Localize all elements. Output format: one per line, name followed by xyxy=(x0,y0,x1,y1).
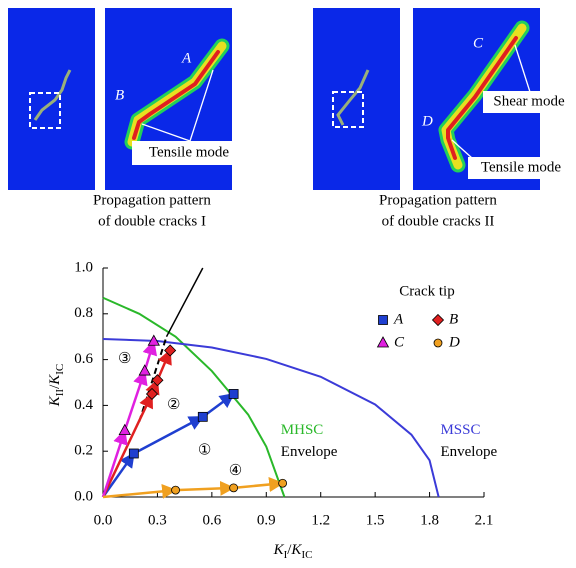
callout-box xyxy=(132,141,247,165)
caption: of double cracks II xyxy=(382,213,495,229)
envelope xyxy=(102,296,286,498)
y-tick-label: 1.0 xyxy=(74,259,93,275)
callout: Shear mode xyxy=(493,93,565,109)
panel xyxy=(8,8,95,190)
path-line xyxy=(165,267,204,338)
crack-images: Tensile mode A B Shear mode Tensile mode… xyxy=(8,8,575,229)
arrow xyxy=(101,429,128,498)
callout-box xyxy=(483,91,575,113)
t: K xyxy=(47,374,63,386)
marker xyxy=(197,411,208,422)
y-axis-label: KII/KIC xyxy=(47,364,65,408)
callout-box xyxy=(468,157,575,179)
marker xyxy=(151,374,164,387)
arrow xyxy=(233,477,285,492)
legend-marker xyxy=(376,336,390,348)
callout: Tensile mode xyxy=(481,159,562,175)
y-tick-label: 0.2 xyxy=(74,443,93,459)
envelope-name: MHSC xyxy=(281,422,324,438)
zoom-box xyxy=(332,91,364,128)
caption: Propagation pattern xyxy=(379,192,497,208)
arrow xyxy=(142,339,158,372)
legend-marker xyxy=(433,338,443,348)
envelope-label: Envelope xyxy=(281,444,338,460)
zoom-box xyxy=(29,92,61,129)
caption: Propagation pattern xyxy=(93,192,211,208)
x-tick-label: 0.6 xyxy=(202,512,221,528)
crack xyxy=(124,38,230,150)
t: II xyxy=(54,389,66,397)
annotation: ④ xyxy=(229,463,242,479)
marker xyxy=(138,364,151,376)
t: / xyxy=(47,384,63,389)
x-axis-label: KI/KIC xyxy=(273,542,313,560)
marker xyxy=(171,485,180,495)
marker xyxy=(145,387,159,401)
panel xyxy=(313,8,400,190)
arrow xyxy=(156,349,172,381)
marker xyxy=(278,478,288,488)
t: K xyxy=(47,395,63,407)
arrow xyxy=(175,480,236,496)
legend-label: C xyxy=(394,334,405,350)
legend-label: B xyxy=(449,311,458,327)
x-tick-label: 2.1 xyxy=(475,512,494,528)
x-tick-label: 1.5 xyxy=(366,512,385,528)
callout-lines xyxy=(451,44,531,159)
y-tick-label: 0.8 xyxy=(74,305,93,321)
point-label: C xyxy=(473,35,484,51)
t: K xyxy=(290,542,302,558)
t: I xyxy=(284,549,288,561)
x-tick-label: 0.9 xyxy=(257,512,276,528)
arrow xyxy=(202,392,235,418)
caption: of double cracks I xyxy=(98,213,206,229)
crack xyxy=(33,69,72,121)
legend-title: Crack tip xyxy=(399,283,454,299)
legend-marker xyxy=(378,315,388,325)
annotation: ③ xyxy=(118,351,131,367)
point-label: D xyxy=(421,113,433,129)
callout-lines xyxy=(141,69,214,142)
legend-marker xyxy=(431,313,445,327)
legend-label: D xyxy=(448,334,460,350)
x-tick-label: 1.2 xyxy=(311,512,330,528)
arrow xyxy=(123,369,148,431)
crack xyxy=(336,69,370,126)
marker xyxy=(128,448,139,459)
arrow xyxy=(102,483,178,499)
legend-label: A xyxy=(393,311,404,327)
annotation: ① xyxy=(198,443,211,459)
x-tick-label: 0.0 xyxy=(94,512,113,528)
y-tick-label: 0.0 xyxy=(74,488,93,504)
marker xyxy=(147,334,160,346)
envelope xyxy=(102,337,440,498)
t: IC xyxy=(301,549,312,561)
t: IC xyxy=(54,364,66,375)
y-tick-label: 0.6 xyxy=(74,351,93,367)
marker xyxy=(164,344,177,357)
point-label: A xyxy=(181,50,192,66)
arrow xyxy=(101,452,135,498)
marker xyxy=(228,389,239,399)
annotation: ② xyxy=(167,397,180,413)
marker xyxy=(229,483,239,493)
callout: Tensile mode xyxy=(149,144,230,160)
envelope-name: MSSC xyxy=(440,422,480,438)
arrow xyxy=(101,392,154,498)
x-tick-label: 1.8 xyxy=(420,512,439,528)
y-tick-label: 0.4 xyxy=(74,397,93,413)
t: K xyxy=(273,542,285,558)
arrow xyxy=(133,415,205,455)
x-tick-label: 0.3 xyxy=(148,512,167,528)
envelope-label: Envelope xyxy=(440,444,497,460)
crack xyxy=(438,20,530,173)
marker xyxy=(118,423,131,435)
point-label: B xyxy=(115,87,124,103)
t: / xyxy=(287,542,292,558)
